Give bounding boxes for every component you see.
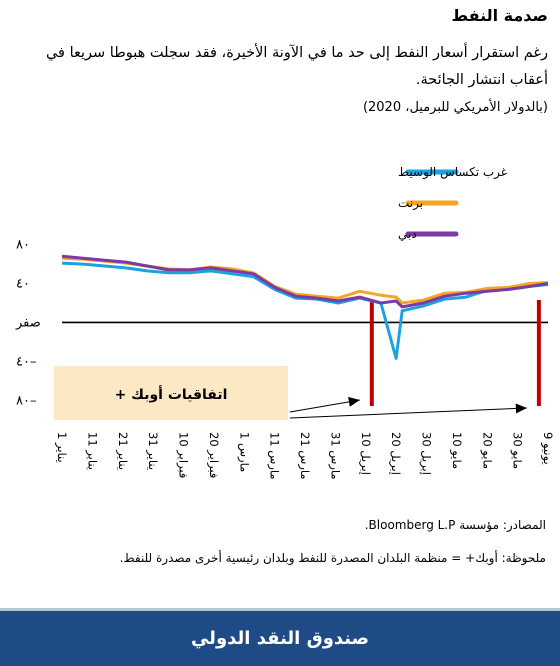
annotation-arrow: [289, 399, 360, 413]
chart-subtitle: رغم استقرار أسعار النفط إلى حد ما في الآ…: [45, 45, 548, 88]
chart-title: صدمة النفط: [451, 6, 548, 25]
y-tick-label: ٤٠: [16, 277, 30, 292]
arrow-head: [515, 403, 527, 414]
x-tick-label: 1 يناير: [54, 432, 69, 463]
x-tick-label: 10 مايو: [449, 432, 464, 469]
x-tick-label: 20 فبراير: [206, 432, 221, 478]
annotation-label: اتفاقيات أوبك +: [115, 385, 228, 403]
x-tick-label: 31 مارس: [327, 432, 342, 480]
arrow-head: [348, 396, 360, 407]
x-tick-label: 30 إبريل: [419, 432, 434, 475]
x-tick-label: 1 مارس: [236, 432, 251, 472]
x-tick-label: 11 يناير: [84, 432, 99, 470]
units-label: (بالدولار الأمريكي للبرميل، 2020): [362, 100, 548, 115]
sources-note: المصادر: مؤسسة Bloomberg L.P.: [364, 518, 546, 532]
x-tick-label: 30 مايو: [510, 432, 525, 469]
y-tick-label: صفر: [15, 315, 41, 330]
y-tick-label: ٨٠: [16, 238, 30, 253]
imf-brand-label: صندوق النقد الدولي: [190, 628, 370, 649]
annotation-box: [54, 366, 288, 420]
oil-price-chart: اتفاقيات أوبك + غرب تكساس الوسيطبرنتدبي …: [15, 165, 555, 480]
x-tick-label: 9 يونيو: [540, 432, 555, 465]
x-tick-label: 21 يناير: [115, 432, 130, 470]
x-tick-label: 31 يناير: [145, 432, 160, 470]
annotation-arrow: [289, 407, 527, 419]
imf-footer-banner: صندوق النقد الدولي: [0, 608, 560, 666]
x-tick-label: 20 إبريل: [388, 432, 403, 475]
series-line: [61, 254, 549, 309]
footnote: ملحوظة: أوبك+ = منظمة البلدان المصدرة لل…: [119, 551, 546, 565]
x-tick-label: 10 إبريل: [358, 432, 373, 475]
legend-label: برنت: [398, 196, 423, 211]
series-line: [61, 261, 549, 360]
legend-label: غرب تكساس الوسيط: [398, 165, 507, 180]
y-tick-label: ٤٠–: [16, 354, 36, 369]
legend-label: دبي: [398, 227, 417, 241]
x-tick-label: 20 مايو: [479, 432, 494, 469]
x-tick-label: 10 فبراير: [176, 432, 191, 478]
x-tick-label: 11 مارس: [267, 432, 282, 480]
y-tick-label: ٨٠–: [16, 393, 36, 408]
x-tick-label: 21 مارس: [297, 432, 312, 480]
opec-annotation: اتفاقيات أوبك +: [54, 366, 288, 420]
